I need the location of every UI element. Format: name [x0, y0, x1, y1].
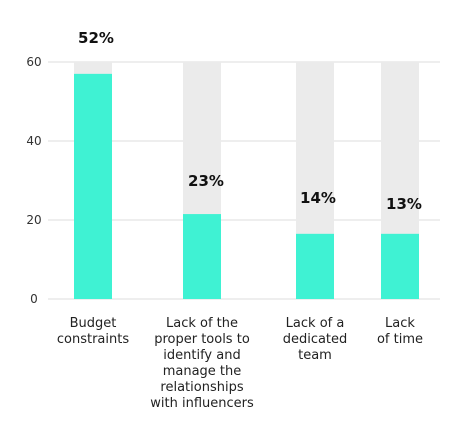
bar-4: [381, 233, 419, 299]
category-label-line: identify and: [163, 348, 241, 363]
category-label-2: Lack of the proper tools to identify and ma…: [147, 316, 257, 412]
category-label-line: team: [298, 348, 332, 363]
value-label-1: 52%: [78, 29, 114, 47]
category-label-line: proper tools to: [154, 332, 250, 347]
y-tick-label-60: 60: [26, 55, 41, 69]
y-tick-label-40: 40: [26, 134, 41, 148]
bar-1: [74, 73, 112, 299]
y-tick-label-20: 20: [26, 213, 41, 227]
value-label-2: 23%: [188, 172, 224, 190]
category-label-3: Lack of a dedicated team: [260, 316, 370, 364]
category-label-1: Budget constraints: [38, 316, 148, 348]
category-label-line: Budget: [69, 316, 117, 331]
category-label-line: dedicated: [282, 332, 348, 347]
value-label-4: 13%: [386, 195, 422, 213]
bar-3: [296, 233, 334, 299]
y-tick-label-0: 0: [30, 292, 38, 306]
bar-2: [183, 214, 221, 299]
category-label-line: of time: [376, 332, 424, 347]
category-label-line: with influencers: [150, 396, 254, 411]
category-label-line: constraints: [56, 332, 130, 347]
category-label-line: Lack of a: [285, 316, 345, 331]
category-label-line: manage the: [162, 364, 242, 379]
category-label-line: relationships: [160, 380, 244, 395]
value-label-3: 14%: [300, 189, 336, 207]
category-label-4: Lack of time: [345, 316, 450, 348]
category-label-line: Lack of the: [165, 316, 238, 331]
category-label-line: Lack: [385, 316, 415, 331]
